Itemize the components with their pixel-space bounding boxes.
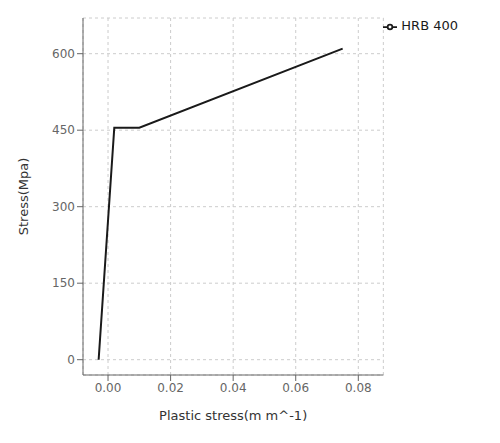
svg-text:0: 0: [67, 353, 75, 367]
svg-text:Stress(Mpa): Stress(Mpa): [16, 158, 31, 236]
html-text:HRB 400: HRB 400: [401, 18, 458, 33]
svg-text:0.08: 0.08: [345, 381, 372, 395]
svg-text:0.06: 0.06: [282, 381, 309, 395]
svg-text:450: 450: [52, 123, 75, 137]
svg-text:0.02: 0.02: [157, 381, 184, 395]
svg-text:0.00: 0.00: [95, 381, 122, 395]
svg-text:Plastic stress(m m^-1): Plastic stress(m m^-1): [159, 408, 307, 423]
svg-text:150: 150: [52, 276, 75, 290]
svg-text:300: 300: [52, 200, 75, 214]
svg-text:600: 600: [52, 47, 75, 61]
svg-text:0.04: 0.04: [220, 381, 247, 395]
